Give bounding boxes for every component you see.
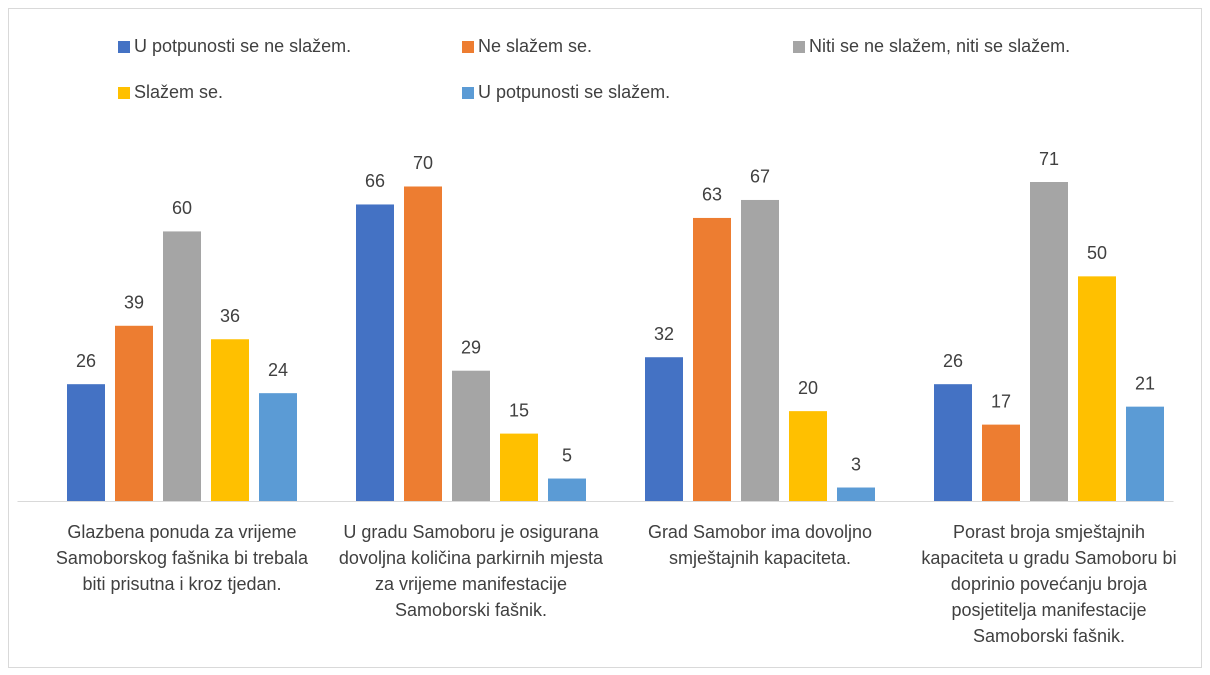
legend-label: Ne slažem se. (478, 36, 592, 56)
data-label: 26 (943, 351, 963, 371)
data-label: 60 (172, 198, 192, 218)
category-label: U gradu Samoboru je osigurana dovoljna k… (338, 522, 604, 620)
data-label: 21 (1135, 373, 1155, 393)
legend-label: Niti se ne slažem, niti se slažem. (809, 36, 1070, 56)
data-label: 50 (1087, 243, 1107, 263)
data-label: 70 (413, 153, 433, 173)
bar (982, 424, 1020, 501)
bar (211, 339, 249, 501)
bar (741, 199, 779, 501)
bar (837, 487, 875, 501)
category-label: Porast broja smještajnih kapaciteta u gr… (921, 522, 1177, 646)
bar (500, 433, 538, 501)
legend-swatch (462, 87, 474, 99)
legend-swatch (118, 87, 130, 99)
data-label: 32 (654, 324, 674, 344)
data-label: 67 (750, 167, 770, 187)
data-label: 63 (702, 185, 722, 205)
data-label: 3 (851, 454, 861, 474)
data-label: 5 (562, 445, 572, 465)
bar (693, 217, 731, 501)
data-label: 26 (76, 351, 96, 371)
legend-label: Slažem se. (134, 82, 223, 102)
bar (404, 186, 442, 501)
bar (163, 231, 201, 501)
bar (115, 325, 153, 501)
legend-swatch (462, 41, 474, 53)
data-label: 71 (1039, 149, 1059, 169)
legend-label: U potpunosti se ne slažem. (134, 36, 351, 56)
legend-swatch (793, 41, 805, 53)
data-label: 36 (220, 306, 240, 326)
bar (1126, 406, 1164, 501)
data-label: 39 (124, 293, 144, 313)
data-label: 17 (991, 391, 1011, 411)
category-label: Grad Samobor ima dovoljno smještajnih ka… (647, 522, 873, 568)
chart-border (8, 8, 1202, 668)
data-label: 15 (509, 400, 529, 420)
bar (452, 370, 490, 501)
bar (67, 384, 105, 501)
data-label: 29 (461, 337, 481, 357)
category-label: Glazbena ponuda za vrijeme Samoborskog f… (55, 522, 309, 594)
bar (356, 204, 394, 501)
bar (1078, 276, 1116, 501)
bar (934, 384, 972, 501)
bar (645, 357, 683, 501)
bar (789, 411, 827, 501)
legend-label: U potpunosti se slažem. (478, 82, 670, 102)
bar (1030, 182, 1068, 501)
legend-swatch (118, 41, 130, 53)
data-label: 24 (268, 360, 288, 380)
bar (548, 478, 586, 501)
bar (259, 393, 297, 501)
data-label: 20 (798, 378, 818, 398)
data-label: 66 (365, 171, 385, 191)
